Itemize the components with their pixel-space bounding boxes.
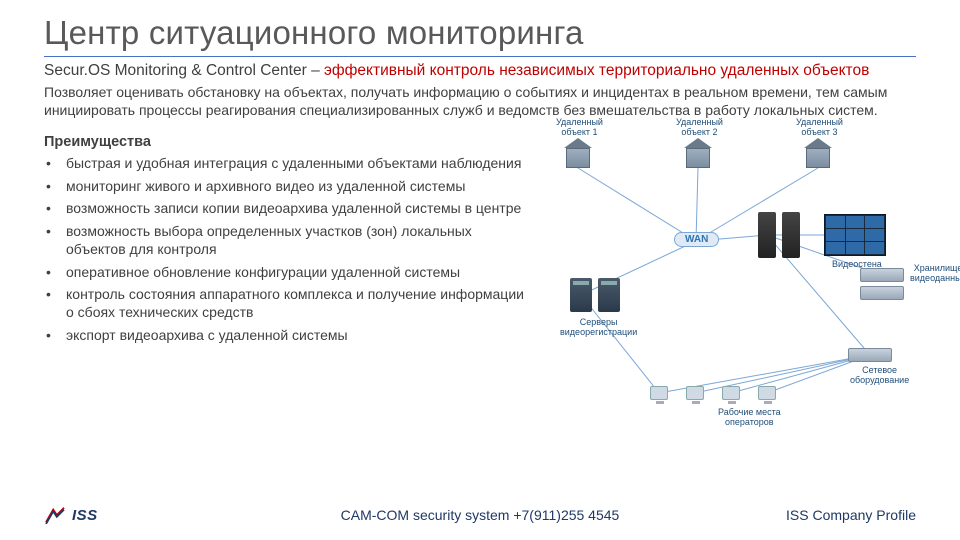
diagram-label: Хранилище видеоданных (910, 264, 960, 283)
brand-text: ISS (72, 507, 98, 524)
diagram-node (860, 286, 904, 300)
list-item: контроль состояния аппаратного комплекса… (62, 285, 534, 322)
advantages-title: Преимущества (44, 134, 534, 150)
diagram-label: Удаленный объект 3 (796, 118, 843, 137)
diagram-node (824, 214, 886, 256)
subtitle-prefix: Secur.OS Monitoring & Control Center – (44, 62, 324, 79)
diagram-label: Удаленный объект 2 (676, 118, 723, 137)
diagram-label: Серверы видеорегистрации (560, 318, 637, 337)
diagram-node (650, 386, 668, 400)
list-item: оперативное обновление конфигурации удал… (62, 263, 534, 281)
diagram-node (564, 138, 592, 168)
diagram-node (570, 278, 592, 312)
diagram-node (860, 268, 904, 282)
diagram-node (758, 212, 776, 258)
subtitle: Secur.OS Monitoring & Control Center – э… (44, 61, 916, 80)
logo-mark-icon (44, 506, 66, 524)
diagram-label: Удаленный объект 1 (556, 118, 603, 137)
diagram-node (782, 212, 800, 258)
advantages-list: быстрая и удобная интеграция с удаленным… (44, 154, 534, 344)
description: Позволяет оценивать обстановку на объект… (44, 84, 916, 120)
network-diagram: Удаленный объект 1Удаленный объект 2Удал… (552, 130, 912, 430)
body-row: Преимущества быстрая и удобная интеграци… (44, 134, 916, 430)
list-item: экспорт видеоархива с удаленной системы (62, 326, 534, 344)
list-item: возможность выбора определенных участков… (62, 222, 534, 259)
advantages-block: Преимущества быстрая и удобная интеграци… (44, 134, 534, 430)
diagram-node (686, 386, 704, 400)
diagram-node (758, 386, 776, 400)
diagram-label: Сетевое оборудование (850, 366, 909, 385)
footer: ISS CAM-COM security system +7(911)255 4… (0, 500, 960, 530)
subtitle-rest: эффективный контроль независимых террито… (324, 62, 869, 79)
page-title: Центр ситуационного мониторинга (44, 14, 916, 52)
diagram-block: Удаленный объект 1Удаленный объект 2Удал… (552, 130, 916, 430)
list-item: мониторинг живого и архивного видео из у… (62, 177, 534, 195)
diagram-node (848, 348, 892, 362)
wan-cloud: WAN (674, 232, 719, 247)
title-divider (44, 56, 916, 57)
footer-center: CAM-COM security system +7(911)255 4545 (341, 507, 620, 523)
footer-right: ISS Company Profile (786, 507, 916, 523)
diagram-node (804, 138, 832, 168)
diagram-node (684, 138, 712, 168)
list-item: возможность записи копии видеоархива уда… (62, 199, 534, 217)
slide: Центр ситуационного мониторинга Secur.OS… (0, 0, 960, 540)
diagram-label: Рабочие места операторов (718, 408, 781, 427)
brand-logo: ISS (44, 506, 98, 524)
diagram-node (722, 386, 740, 400)
list-item: быстрая и удобная интеграция с удаленным… (62, 154, 534, 172)
